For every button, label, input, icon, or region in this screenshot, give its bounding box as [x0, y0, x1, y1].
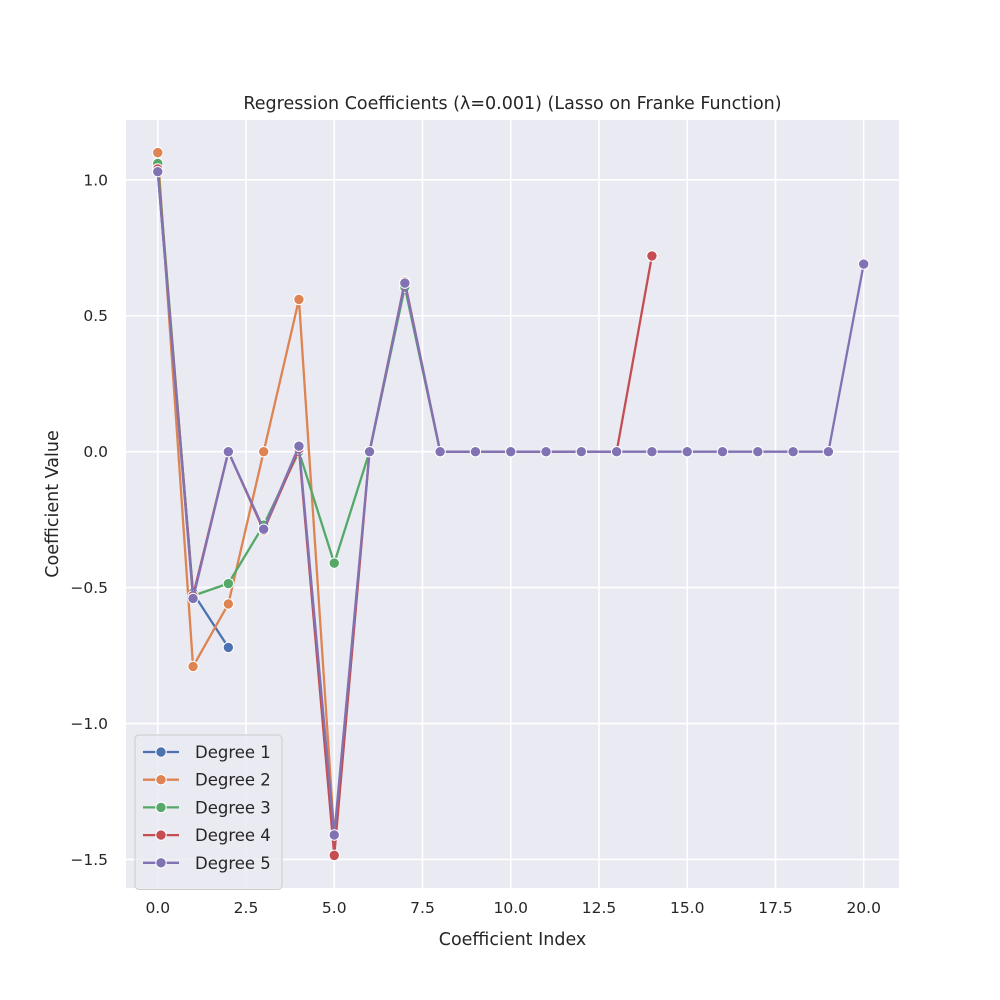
grid: [126, 120, 899, 888]
data-point: [610, 445, 623, 458]
x-tick-label: 20.0: [846, 899, 881, 917]
legend-item: Degree 3: [143, 798, 271, 817]
legend-marker: [155, 801, 167, 814]
data-point: [646, 445, 658, 458]
legend-marker: [155, 857, 167, 869]
legend-item: Degree 5: [143, 854, 271, 873]
y-tick-label: 0.5: [83, 307, 108, 325]
data-point: [363, 445, 376, 458]
series-5: [152, 165, 870, 841]
tick-labels: 0.0 2.5 5.0 7.5 10.0 12.5 15.0 17.5 20.0 1.0 0.5 0.…: [70, 171, 881, 917]
chart-title: Regression Coefficients (λ=0.001) (Lasso…: [243, 94, 781, 114]
data-point: [681, 445, 693, 458]
data-point: [222, 445, 235, 458]
data-point: [222, 577, 235, 590]
data-point: [822, 445, 835, 458]
data-point: [434, 445, 446, 458]
legend-label: Degree 4: [195, 826, 271, 845]
y-tick-label: −1.5: [70, 851, 108, 869]
x-tick-label: 7.5: [410, 899, 435, 917]
data-point: [187, 592, 199, 605]
series-line: [156, 151, 336, 837]
x-tick-label: 0.0: [145, 899, 170, 917]
x-tick-label: 10.0: [493, 899, 528, 917]
data-point: [257, 523, 270, 535]
series-layer: [152, 146, 870, 862]
data-point: [752, 445, 764, 458]
data-point: [293, 293, 305, 306]
y-tick-label: 1.0: [83, 171, 108, 189]
y-axis-label: Coefficient Value: [43, 430, 63, 577]
legend-item: Degree 1: [143, 743, 271, 762]
data-point: [858, 258, 870, 270]
data-point: [787, 445, 799, 458]
x-tick-label: 15.0: [670, 899, 705, 917]
x-tick-label: 12.5: [582, 899, 617, 917]
legend-item: Degree 4: [143, 826, 271, 845]
data-point: [152, 165, 164, 178]
x-tick-label: 5.0: [322, 899, 347, 917]
data-point: [293, 440, 305, 452]
legend-label: Degree 3: [195, 798, 271, 817]
legend-item: Degree 2: [143, 771, 271, 790]
y-tick-label: 0.0: [83, 443, 108, 461]
legend: Degree 1 Degree 2 Degree 3 Degree 4 Degree 5: [134, 734, 283, 890]
data-point: [328, 557, 340, 569]
data-point: [222, 598, 235, 610]
data-point: [187, 660, 199, 673]
y-tick-label: −0.5: [70, 579, 108, 597]
legend-marker: [155, 774, 167, 786]
data-point: [152, 146, 164, 159]
x-tick-label: 2.5: [234, 899, 259, 917]
data-point: [328, 849, 340, 862]
legend-marker: [155, 829, 167, 841]
data-point: [328, 829, 340, 841]
legend-label: Degree 2: [195, 771, 271, 790]
data-point: [540, 445, 552, 458]
data-point: [222, 641, 235, 654]
data-point: [469, 445, 482, 458]
legend-marker: [155, 746, 167, 758]
data-point: [646, 250, 658, 262]
data-point: [716, 445, 729, 458]
x-tick-label: 17.5: [758, 899, 793, 917]
legend-label: Degree 1: [195, 743, 271, 762]
x-axis-label: Coefficient Index: [439, 930, 587, 950]
data-point: [399, 277, 411, 289]
data-point: [575, 445, 588, 458]
data-point: [257, 445, 270, 458]
legend-label: Degree 5: [195, 854, 271, 873]
legend-box: [134, 734, 283, 890]
data-point: [505, 445, 517, 458]
y-tick-label: −1.0: [70, 715, 108, 733]
